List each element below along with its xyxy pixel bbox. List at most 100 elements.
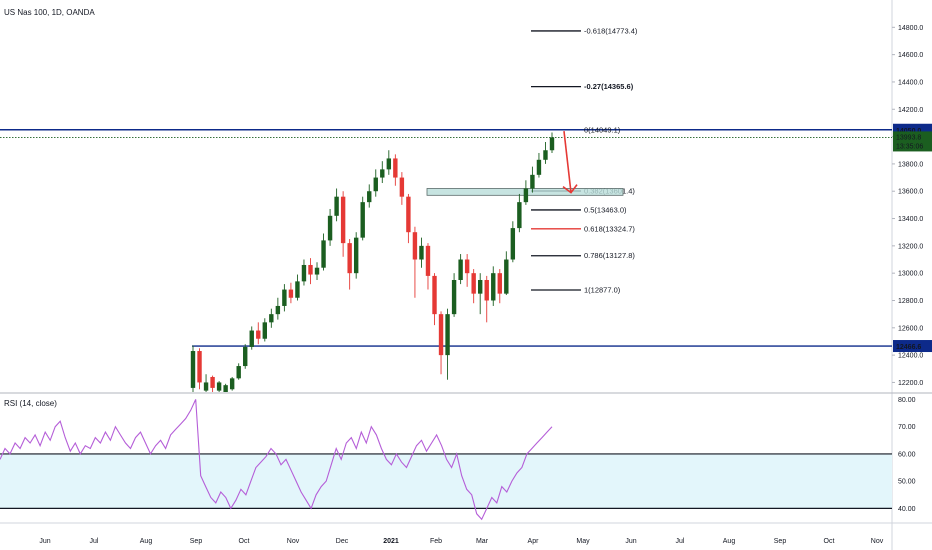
rsi-tick-label: 60.00	[898, 451, 916, 458]
current-price-tag	[893, 131, 932, 152]
candle-body	[399, 177, 405, 197]
y-tick-label: 12800.0	[898, 298, 923, 305]
candle-body	[530, 174, 535, 189]
candle-body	[491, 273, 496, 301]
y-tick-label: 14600.0	[898, 52, 923, 59]
candle-body	[275, 305, 281, 315]
candle-body	[249, 330, 254, 347]
y-tick-label: 14200.0	[898, 107, 923, 114]
x-tick-label: Sep	[190, 538, 203, 545]
candle-body	[393, 158, 398, 178]
fib-level-label: 0.786(13127.8)	[584, 251, 635, 260]
x-tick-label: Jul	[676, 538, 685, 545]
candle-body	[282, 289, 287, 306]
y-tick-label: 13000.0	[898, 271, 923, 278]
candle-body	[380, 169, 385, 178]
candle-body	[438, 314, 444, 356]
countdown-label: 13:35:06	[896, 143, 923, 150]
candle-body	[373, 177, 378, 192]
rsi-tick-label: 70.00	[898, 424, 916, 431]
candle-body	[367, 191, 372, 203]
x-tick-label: May	[576, 538, 590, 545]
candle-body	[497, 273, 502, 294]
candle-body	[203, 382, 209, 391]
y-tick-label: 12200.0	[898, 380, 923, 387]
rsi-line	[0, 399, 553, 521]
candle-body	[243, 346, 248, 367]
candle-body	[256, 330, 261, 339]
y-tick-label: 13200.0	[898, 243, 923, 250]
candle-body	[327, 215, 333, 241]
x-tick-label: Nov	[871, 538, 884, 545]
x-tick-label: Jun	[39, 538, 50, 545]
x-tick-label: Aug	[723, 538, 736, 545]
x-tick-label: Aug	[140, 538, 153, 545]
candle-body	[484, 280, 489, 301]
rsi-tick-label: 80.00	[898, 397, 916, 404]
candle-body	[458, 259, 463, 280]
candle-body	[216, 382, 222, 391]
chart-title: US Nas 100, 1D, OANDA	[4, 8, 95, 17]
fib-level-label: 0.5(13463.0)	[584, 205, 627, 214]
candle-body	[451, 280, 457, 315]
candle-body	[353, 237, 359, 274]
candle-body	[419, 245, 424, 260]
candle-body	[190, 351, 196, 388]
x-tick-label: Jun	[625, 538, 636, 545]
candle-body	[236, 366, 241, 379]
candle-body	[412, 232, 418, 260]
candle-body	[360, 202, 365, 238]
x-tick-label: Oct	[239, 538, 250, 545]
x-tick-label: Sep	[774, 538, 787, 545]
candle-body	[445, 314, 450, 356]
candle-body	[308, 264, 313, 275]
candle-body	[314, 267, 320, 275]
projection-arrow-shaft	[563, 131, 572, 193]
x-tick-label: Jul	[90, 538, 99, 545]
y-tick-label: 13600.0	[898, 189, 923, 196]
price-level-label: 14050.0	[896, 128, 921, 135]
candle-body	[210, 376, 215, 388]
y-tick-label: 12400.0	[898, 353, 923, 360]
candle-body	[523, 188, 529, 203]
x-tick-label: Oct	[824, 538, 835, 545]
rsi-tick-label: 50.00	[898, 479, 916, 486]
candle-body	[549, 137, 555, 151]
current-price-label: 13993.8	[896, 134, 921, 141]
candle-body	[229, 378, 235, 390]
x-tick-label: Apr	[528, 538, 540, 545]
rsi-tick-label: 40.00	[898, 506, 916, 513]
candle-body	[425, 245, 431, 276]
fib-level-label: 0(14049.1)	[584, 125, 621, 134]
candle-body	[536, 159, 542, 175]
fib-level-label: 0.618(13324.7)	[584, 224, 635, 233]
candle-body	[334, 196, 339, 216]
candle-body	[269, 314, 274, 323]
candle-body	[288, 289, 294, 298]
x-tick-label: 2021	[383, 538, 399, 545]
candle-body	[386, 158, 392, 170]
candle-body	[464, 259, 470, 274]
candle-body	[340, 196, 346, 244]
x-tick-label: Feb	[430, 538, 442, 545]
candle-body	[471, 273, 476, 294]
candle-body	[197, 351, 202, 383]
x-tick-label: Dec	[336, 538, 349, 545]
candle-body	[504, 259, 509, 294]
candle-body	[262, 322, 267, 339]
y-tick-label: 14400.0	[898, 79, 923, 86]
price-level-tag	[893, 340, 932, 353]
candle-body	[510, 228, 516, 260]
x-tick-label: Mar	[476, 538, 489, 545]
candle-body	[301, 264, 307, 282]
y-tick-label: 13400.0	[898, 216, 923, 223]
y-tick-label: 13800.0	[898, 161, 923, 168]
candle-body	[517, 202, 522, 229]
candle-body	[347, 243, 352, 274]
candle-body	[321, 240, 326, 268]
candle-body	[295, 281, 300, 298]
fib-level-label: -0.27(14365.6)	[584, 82, 634, 91]
y-tick-label: 12600.0	[898, 325, 923, 332]
